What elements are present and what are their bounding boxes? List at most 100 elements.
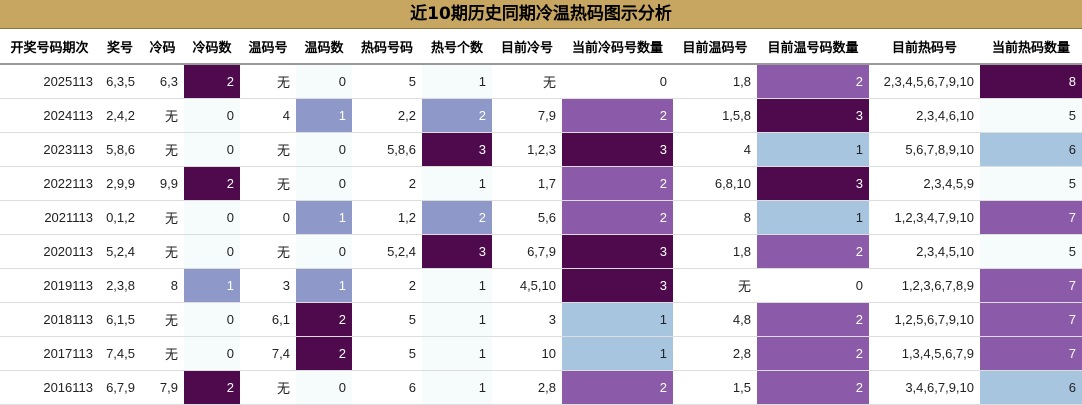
column-header-current-cold: 目前冷号 xyxy=(492,29,562,65)
cell-current-hot-count: 8 xyxy=(980,64,1082,99)
column-header-current-warm-count: 目前温号码数量 xyxy=(757,29,869,65)
cell-cold-count: 0 xyxy=(184,200,240,235)
cell-cold-count: 2 xyxy=(184,166,240,201)
cell-current-cold: 1,7 xyxy=(492,166,562,201)
table-row: 2017113 7,4,5 无 0 7,4 2 5 1 10 1 2,8 2 1,3,4,5,6,7,9… xyxy=(0,336,1082,371)
cell-current-hot: 1,2,3,6,7,8,9 xyxy=(869,268,980,303)
cell-warm-numbers: 无 xyxy=(240,370,296,405)
cell-issue: 2016113 xyxy=(0,370,99,405)
cell-cold-count: 0 xyxy=(184,336,240,371)
table-row: 2022113 2,9,9 9,9 2 无 0 2 1 1,7 2 6,8,10 3 2,3,4,5,9… xyxy=(0,166,1082,201)
cell-warm-count: 0 xyxy=(296,166,352,201)
cell-cold-numbers: 无 xyxy=(141,302,184,337)
cell-hot-numbers: 2 xyxy=(352,268,422,303)
cell-issue: 2023113 xyxy=(0,132,99,167)
cell-current-hot-count: 6 xyxy=(980,132,1082,167)
cell-current-hot: 2,3,4,6,10 xyxy=(869,98,980,133)
cell-current-warm: 4 xyxy=(673,132,757,167)
cell-winning-numbers: 2,3,8 xyxy=(99,268,141,303)
cell-warm-count: 0 xyxy=(296,234,352,269)
cell-warm-numbers: 0 xyxy=(240,200,296,235)
cell-winning-numbers: 5,8,6 xyxy=(99,132,141,167)
column-header-current-warm: 目前温码号 xyxy=(673,29,757,65)
cell-warm-numbers: 无 xyxy=(240,166,296,201)
cell-current-hot: 1,3,4,5,6,7,9 xyxy=(869,336,980,371)
cell-hot-numbers: 1,2 xyxy=(352,200,422,235)
column-header-issue: 开奖号码期次 xyxy=(0,29,99,65)
cell-current-hot-count: 5 xyxy=(980,98,1082,133)
cell-current-hot: 1,2,3,4,7,9,10 xyxy=(869,200,980,235)
cell-hot-numbers: 2 xyxy=(352,166,422,201)
cell-winning-numbers: 2,4,2 xyxy=(99,98,141,133)
cell-cold-count: 2 xyxy=(184,370,240,405)
cell-winning-numbers: 6,1,5 xyxy=(99,302,141,337)
table-row: 2023113 5,8,6 无 0 无 0 5,8,6 3 1,2,3 3 4 1 5,6,7,8,9,… xyxy=(0,132,1082,167)
cell-current-cold: 3 xyxy=(492,302,562,337)
cell-current-cold: 无 xyxy=(492,64,562,99)
cell-warm-numbers: 无 xyxy=(240,132,296,167)
cell-current-cold: 1,2,3 xyxy=(492,132,562,167)
cell-hot-count: 3 xyxy=(422,132,492,167)
column-header-current-hot: 目前热码号 xyxy=(869,29,980,65)
cell-hot-count: 2 xyxy=(422,98,492,133)
column-header-hot-count: 热号个数 xyxy=(422,29,492,65)
table-row: 2019113 2,3,8 8 1 3 1 2 1 4,5,10 3 无 0 1,2,3,6,7,8,9… xyxy=(0,268,1082,303)
cell-current-cold: 7,9 xyxy=(492,98,562,133)
cell-hot-count: 1 xyxy=(422,302,492,337)
cell-current-warm: 1,8 xyxy=(673,234,757,269)
cell-current-hot-count: 7 xyxy=(980,302,1082,337)
cell-hot-numbers: 5 xyxy=(352,302,422,337)
cell-current-hot: 2,3,4,5,6,7,9,10 xyxy=(869,64,980,99)
table-row: 2018113 6,1,5 无 0 6,1 2 5 1 3 1 4,8 2 1,2,5,6,7,9,10… xyxy=(0,302,1082,337)
cell-current-warm-count: 2 xyxy=(757,302,869,337)
cell-hot-count: 1 xyxy=(422,64,492,99)
cell-warm-numbers: 6,1 xyxy=(240,302,296,337)
cell-issue: 2025113 xyxy=(0,64,99,99)
cell-current-warm-count: 2 xyxy=(757,64,869,99)
cell-current-hot: 2,3,4,5,10 xyxy=(869,234,980,269)
cell-cold-numbers: 无 xyxy=(141,132,184,167)
cell-current-warm: 无 xyxy=(673,268,757,303)
cell-current-hot-count: 6 xyxy=(980,370,1082,405)
cell-current-cold: 6,7,9 xyxy=(492,234,562,269)
cell-current-warm-count: 0 xyxy=(757,268,869,303)
table-row: 2020113 5,2,4 无 0 无 0 5,2,4 3 6,7,9 3 1,8 2 2,3,4,5,… xyxy=(0,234,1082,269)
cell-issue: 2017113 xyxy=(0,336,99,371)
cell-current-hot: 5,6,7,8,9,10 xyxy=(869,132,980,167)
cell-winning-numbers: 2,9,9 xyxy=(99,166,141,201)
cell-current-warm: 8 xyxy=(673,200,757,235)
cell-hot-count: 1 xyxy=(422,336,492,371)
cell-winning-numbers: 7,4,5 xyxy=(99,336,141,371)
cell-current-cold-count: 1 xyxy=(562,336,673,371)
cell-warm-numbers: 3 xyxy=(240,268,296,303)
cell-cold-numbers: 8 xyxy=(141,268,184,303)
cell-cold-numbers: 无 xyxy=(141,336,184,371)
cell-warm-count: 1 xyxy=(296,98,352,133)
cell-current-warm-count: 2 xyxy=(757,336,869,371)
table-row: 2021113 0,1,2 无 0 0 1 1,2 2 5,6 2 8 1 1,2,3,4,7,9,10… xyxy=(0,200,1082,235)
cell-warm-count: 0 xyxy=(296,132,352,167)
cell-current-hot-count: 5 xyxy=(980,166,1082,201)
cell-cold-count: 0 xyxy=(184,132,240,167)
cell-current-warm-count: 3 xyxy=(757,98,869,133)
cell-cold-count: 0 xyxy=(184,98,240,133)
cell-cold-count: 1 xyxy=(184,268,240,303)
cell-current-hot-count: 7 xyxy=(980,336,1082,371)
cell-current-warm-count: 2 xyxy=(757,370,869,405)
cell-hot-numbers: 6 xyxy=(352,370,422,405)
cell-current-hot: 3,4,6,7,9,10 xyxy=(869,370,980,405)
cell-cold-count: 0 xyxy=(184,234,240,269)
cell-cold-count: 2 xyxy=(184,64,240,99)
cell-current-warm-count: 3 xyxy=(757,166,869,201)
column-header-current-hot-count: 当前热码数量 xyxy=(980,29,1082,65)
cell-warm-numbers: 无 xyxy=(240,64,296,99)
page-title: 近10期历史同期冷温热码图示分析 xyxy=(0,0,1082,29)
cell-current-cold-count: 2 xyxy=(562,166,673,201)
cell-cold-numbers: 无 xyxy=(141,234,184,269)
column-header-winning-numbers: 奖号 xyxy=(99,29,141,65)
cell-hot-numbers: 2,2 xyxy=(352,98,422,133)
cell-hot-count: 1 xyxy=(422,370,492,405)
cell-hot-count: 1 xyxy=(422,268,492,303)
cell-issue: 2018113 xyxy=(0,302,99,337)
